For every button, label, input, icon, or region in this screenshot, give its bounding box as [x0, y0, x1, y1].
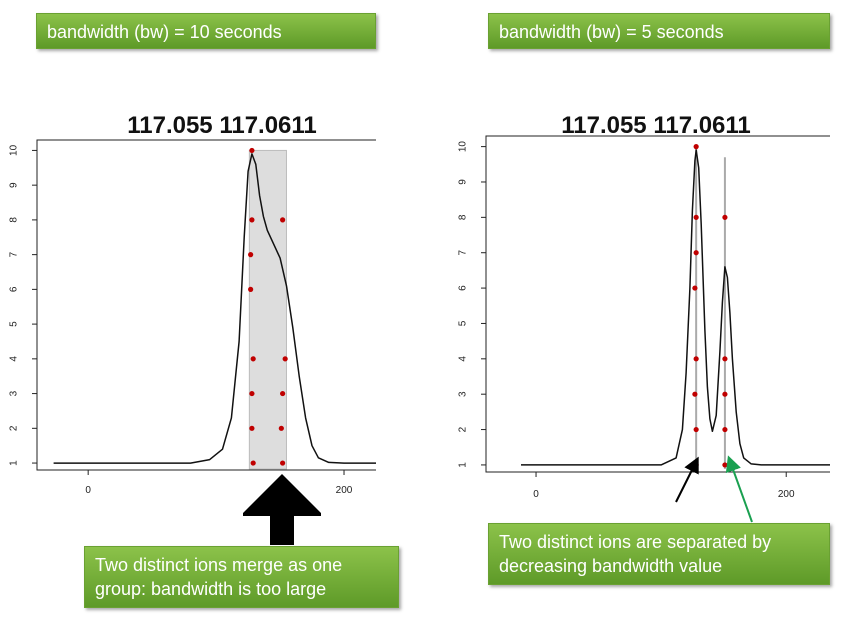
y-tick-label: 4: [9, 356, 20, 362]
y-tick-label: 1: [9, 460, 20, 466]
data-point: [250, 356, 256, 362]
y-tick-label: 6: [9, 286, 20, 292]
left-bandwidth-header: bandwidth (bw) = 10 seconds: [36, 13, 376, 49]
data-point: [722, 356, 728, 362]
data-point: [280, 390, 286, 397]
data-point: [249, 390, 255, 397]
y-tick-label: 5: [9, 321, 20, 327]
x-tick-label: 0: [533, 489, 539, 500]
black-arrow-left-group: [675, 456, 699, 503]
y-tick-label: 2: [9, 425, 20, 431]
y-tick-label: 7: [9, 251, 20, 257]
y-tick-label: 6: [458, 285, 469, 291]
data-point: [280, 460, 286, 466]
data-point: [249, 147, 255, 154]
y-tick-label: 8: [458, 214, 469, 220]
y-tick-label: 2: [458, 426, 469, 432]
data-point: [692, 285, 698, 291]
y-tick-label: 3: [458, 391, 469, 397]
y-tick-label: 4: [458, 356, 469, 362]
x-tick-label: 200: [336, 485, 353, 496]
data-point: [693, 144, 699, 150]
left-explanation-note: Two distinct ions merge as one group: ba…: [84, 546, 399, 608]
data-point: [248, 286, 254, 292]
y-tick-label: 9: [458, 179, 469, 185]
data-point: [722, 391, 728, 397]
data-point: [693, 356, 699, 362]
x-tick-label: 200: [778, 489, 795, 500]
data-point: [722, 214, 728, 220]
data-point: [278, 425, 284, 431]
plot-frame: [485, 135, 830, 473]
y-tick-label: 10: [458, 141, 469, 153]
right-explanation-note: Two distinct ions are separated by decre…: [488, 523, 830, 585]
chart-title: 117.055 117.0611: [561, 112, 751, 139]
data-point: [249, 425, 255, 431]
data-point: [280, 217, 286, 223]
right-bandwidth-header: bandwidth (bw) = 5 seconds: [488, 13, 830, 49]
data-point: [693, 250, 699, 256]
chart-title: 117.055 117.0611: [127, 112, 317, 139]
data-point: [282, 356, 288, 362]
x-tick-label: 0: [85, 485, 91, 496]
y-tick-label: 1: [458, 462, 469, 468]
group-band: [248, 149, 287, 470]
y-tick-label: 8: [9, 217, 20, 223]
data-point: [250, 460, 256, 466]
y-tick-label: 5: [458, 320, 469, 326]
y-tick-label: 7: [458, 249, 469, 255]
data-point: [693, 214, 699, 220]
data-point: [693, 426, 699, 433]
y-tick-label: 3: [9, 390, 20, 396]
data-point: [249, 217, 255, 223]
left-density-chart: 117.055 117.0611 1 2 3 4 5 6 7 8 9 10 0 200: [9, 112, 376, 496]
y-tick-label: 9: [9, 182, 20, 188]
density-curve: [521, 149, 830, 466]
data-point: [692, 391, 698, 397]
data-point: [248, 252, 254, 258]
density-curve: [53, 153, 376, 464]
green-arrow-right-group: [725, 455, 753, 523]
big-up-arrow: [243, 474, 321, 545]
plot-frame: [36, 139, 376, 471]
y-tick-label: 10: [9, 144, 20, 156]
data-point: [722, 426, 728, 433]
